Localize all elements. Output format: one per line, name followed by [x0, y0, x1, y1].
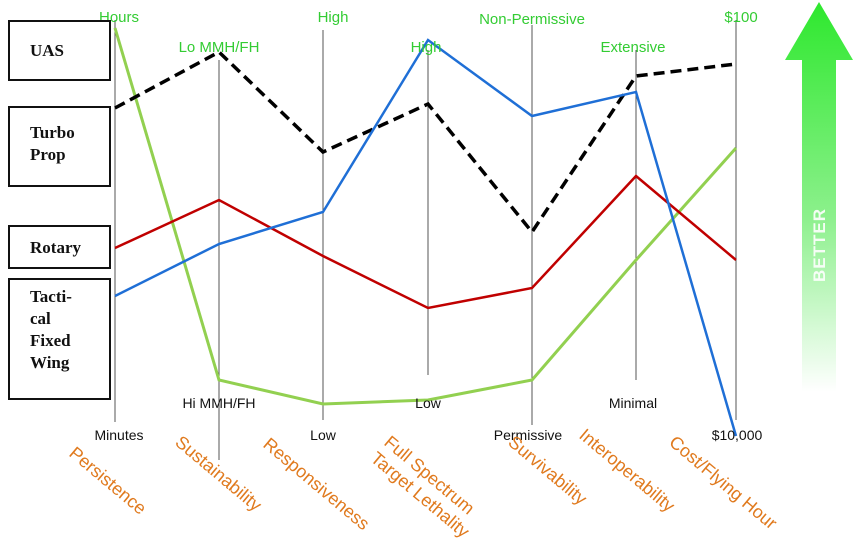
axis-top-label-2: Lo MMH/FH: [179, 39, 260, 56]
axis-bottom-label-3: Low: [310, 427, 337, 443]
axis-top-label-4: High: [411, 39, 442, 56]
axis-top-label-5: Non-Permissive: [479, 11, 585, 28]
series-line-tactical-fixed-wing: [114, 38, 738, 437]
axis-top-label-3: High: [318, 9, 349, 26]
series-line-rotary: [114, 174, 737, 310]
axis-bottom-label-5: Permissive: [494, 427, 563, 443]
axis-bottom-label-6: Minimal: [609, 395, 657, 411]
category-label-1: Persistence: [65, 443, 150, 519]
category-label-5: Survivability: [504, 432, 590, 509]
axis-bottom-label-7: $10,000: [712, 427, 763, 443]
category-label-2: Sustainability: [171, 432, 265, 515]
legend-rotary: Rotary: [8, 225, 111, 269]
axis-bottom-label-1: Minutes: [94, 427, 143, 443]
axis-bottom-label-2: Hi MMH/FH: [182, 395, 255, 411]
axis-top-label-6: Extensive: [600, 39, 665, 56]
legend-tactical-fixed-wing: Tacti- cal Fixed Wing: [8, 278, 111, 400]
axis-bottom-label-4: Low: [415, 395, 442, 411]
legend-turboprop: Turbo Prop: [8, 106, 111, 187]
category-label-4: Full SpectrumTarget Lethality: [367, 432, 487, 542]
series-line-uas: [113, 27, 738, 406]
better-arrow: [785, 2, 853, 392]
category-label-7: Cost/Flying Hour: [665, 432, 781, 533]
series-line-turboprop: [114, 49, 737, 235]
better-label: BETTER: [810, 208, 829, 282]
legend-rotary-label: Rotary: [30, 238, 81, 257]
category-label-3: Responsiveness: [259, 434, 373, 534]
category-label-6: Interoperability: [575, 425, 678, 516]
legend-tactical-label: Tacti- cal Fixed Wing: [30, 287, 72, 373]
legend-turboprop-label: Turbo Prop: [30, 123, 75, 165]
legend-uas: UAS: [8, 20, 111, 81]
legend-uas-label: UAS: [30, 41, 65, 60]
axis-top-label-7: $100: [724, 9, 757, 26]
